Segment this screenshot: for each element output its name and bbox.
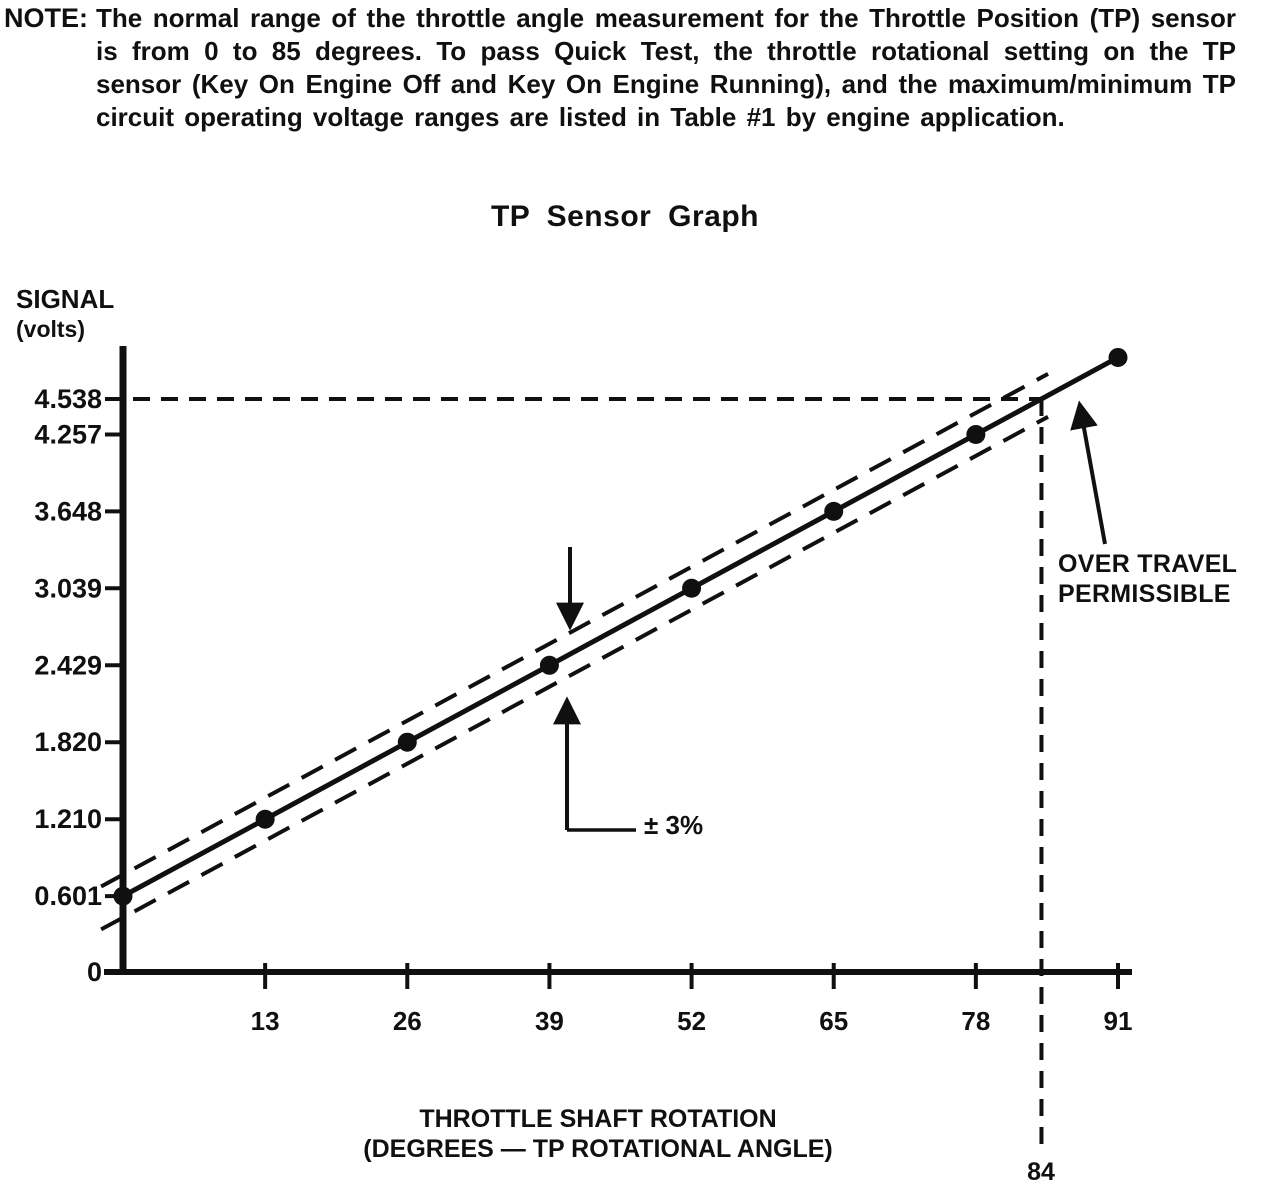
- data-point-dot: [255, 809, 275, 829]
- y-axis-label-line2: (volts): [16, 316, 85, 342]
- note-text: The normal range of the throttle angle m…: [96, 3, 1236, 132]
- y-tick-label: 2.429: [34, 650, 102, 680]
- x-tick-label: 26: [393, 1006, 422, 1036]
- over-travel-label: OVER TRAVEL PERMISSIBLE: [1058, 549, 1237, 609]
- y-tick-label: 1.820: [34, 727, 102, 757]
- y-tick-label: 3.039: [34, 573, 102, 603]
- y-tick-label: 4.257: [34, 419, 102, 449]
- y-tick-label: 0.601: [34, 881, 102, 911]
- data-point-dot: [539, 655, 559, 675]
- reference-degrees-label: 84: [1027, 1158, 1055, 1186]
- x-tick-label: 13: [251, 1006, 280, 1036]
- x-tick-label: 91: [1104, 1006, 1133, 1036]
- over-travel-arrow: [1070, 400, 1107, 545]
- y-tick-label: 0: [87, 957, 102, 987]
- over-travel-label-line2: PERMISSIBLE: [1058, 580, 1231, 608]
- x-tick-label: 39: [535, 1006, 564, 1036]
- y-axis-label-line1: SIGNAL: [16, 284, 115, 314]
- data-point-dot: [824, 501, 844, 521]
- upper-tolerance-line: [100, 372, 1049, 889]
- x-tick-label: 65: [819, 1006, 848, 1036]
- x-tick-label: 52: [677, 1006, 706, 1036]
- y-axis-label: SIGNAL (volts): [16, 284, 114, 344]
- y-tick-label: 3.648: [34, 496, 102, 526]
- chart-title: TP Sensor Graph: [490, 200, 759, 233]
- lower-tolerance-line: [100, 415, 1049, 932]
- data-point-dot: [1108, 347, 1128, 367]
- tp-signal-line: [121, 355, 1120, 899]
- over-travel-label-line1: OVER TRAVEL: [1058, 550, 1238, 578]
- data-point-dot: [397, 732, 417, 752]
- note-block: NOTE: The normal range of the throttle a…: [4, 2, 1236, 134]
- note-label: NOTE:: [4, 3, 88, 33]
- tolerance-label: ± 3%: [644, 810, 704, 840]
- y-tick-label: 1.210: [34, 804, 102, 834]
- data-point-dot: [966, 424, 986, 444]
- x-axis-label-line2: (DEGREES — TP ROTATIONAL ANGLE): [363, 1135, 833, 1163]
- y-tick-label: 4.538: [34, 384, 102, 414]
- data-point-dot: [113, 886, 133, 906]
- x-axis-label: THROTTLE SHAFT ROTATION (DEGREES — TP RO…: [0, 1104, 1196, 1164]
- x-tick-label: 78: [961, 1006, 990, 1036]
- x-axis-label-line1: THROTTLE SHAFT ROTATION: [419, 1105, 777, 1133]
- data-point-dot: [682, 578, 702, 598]
